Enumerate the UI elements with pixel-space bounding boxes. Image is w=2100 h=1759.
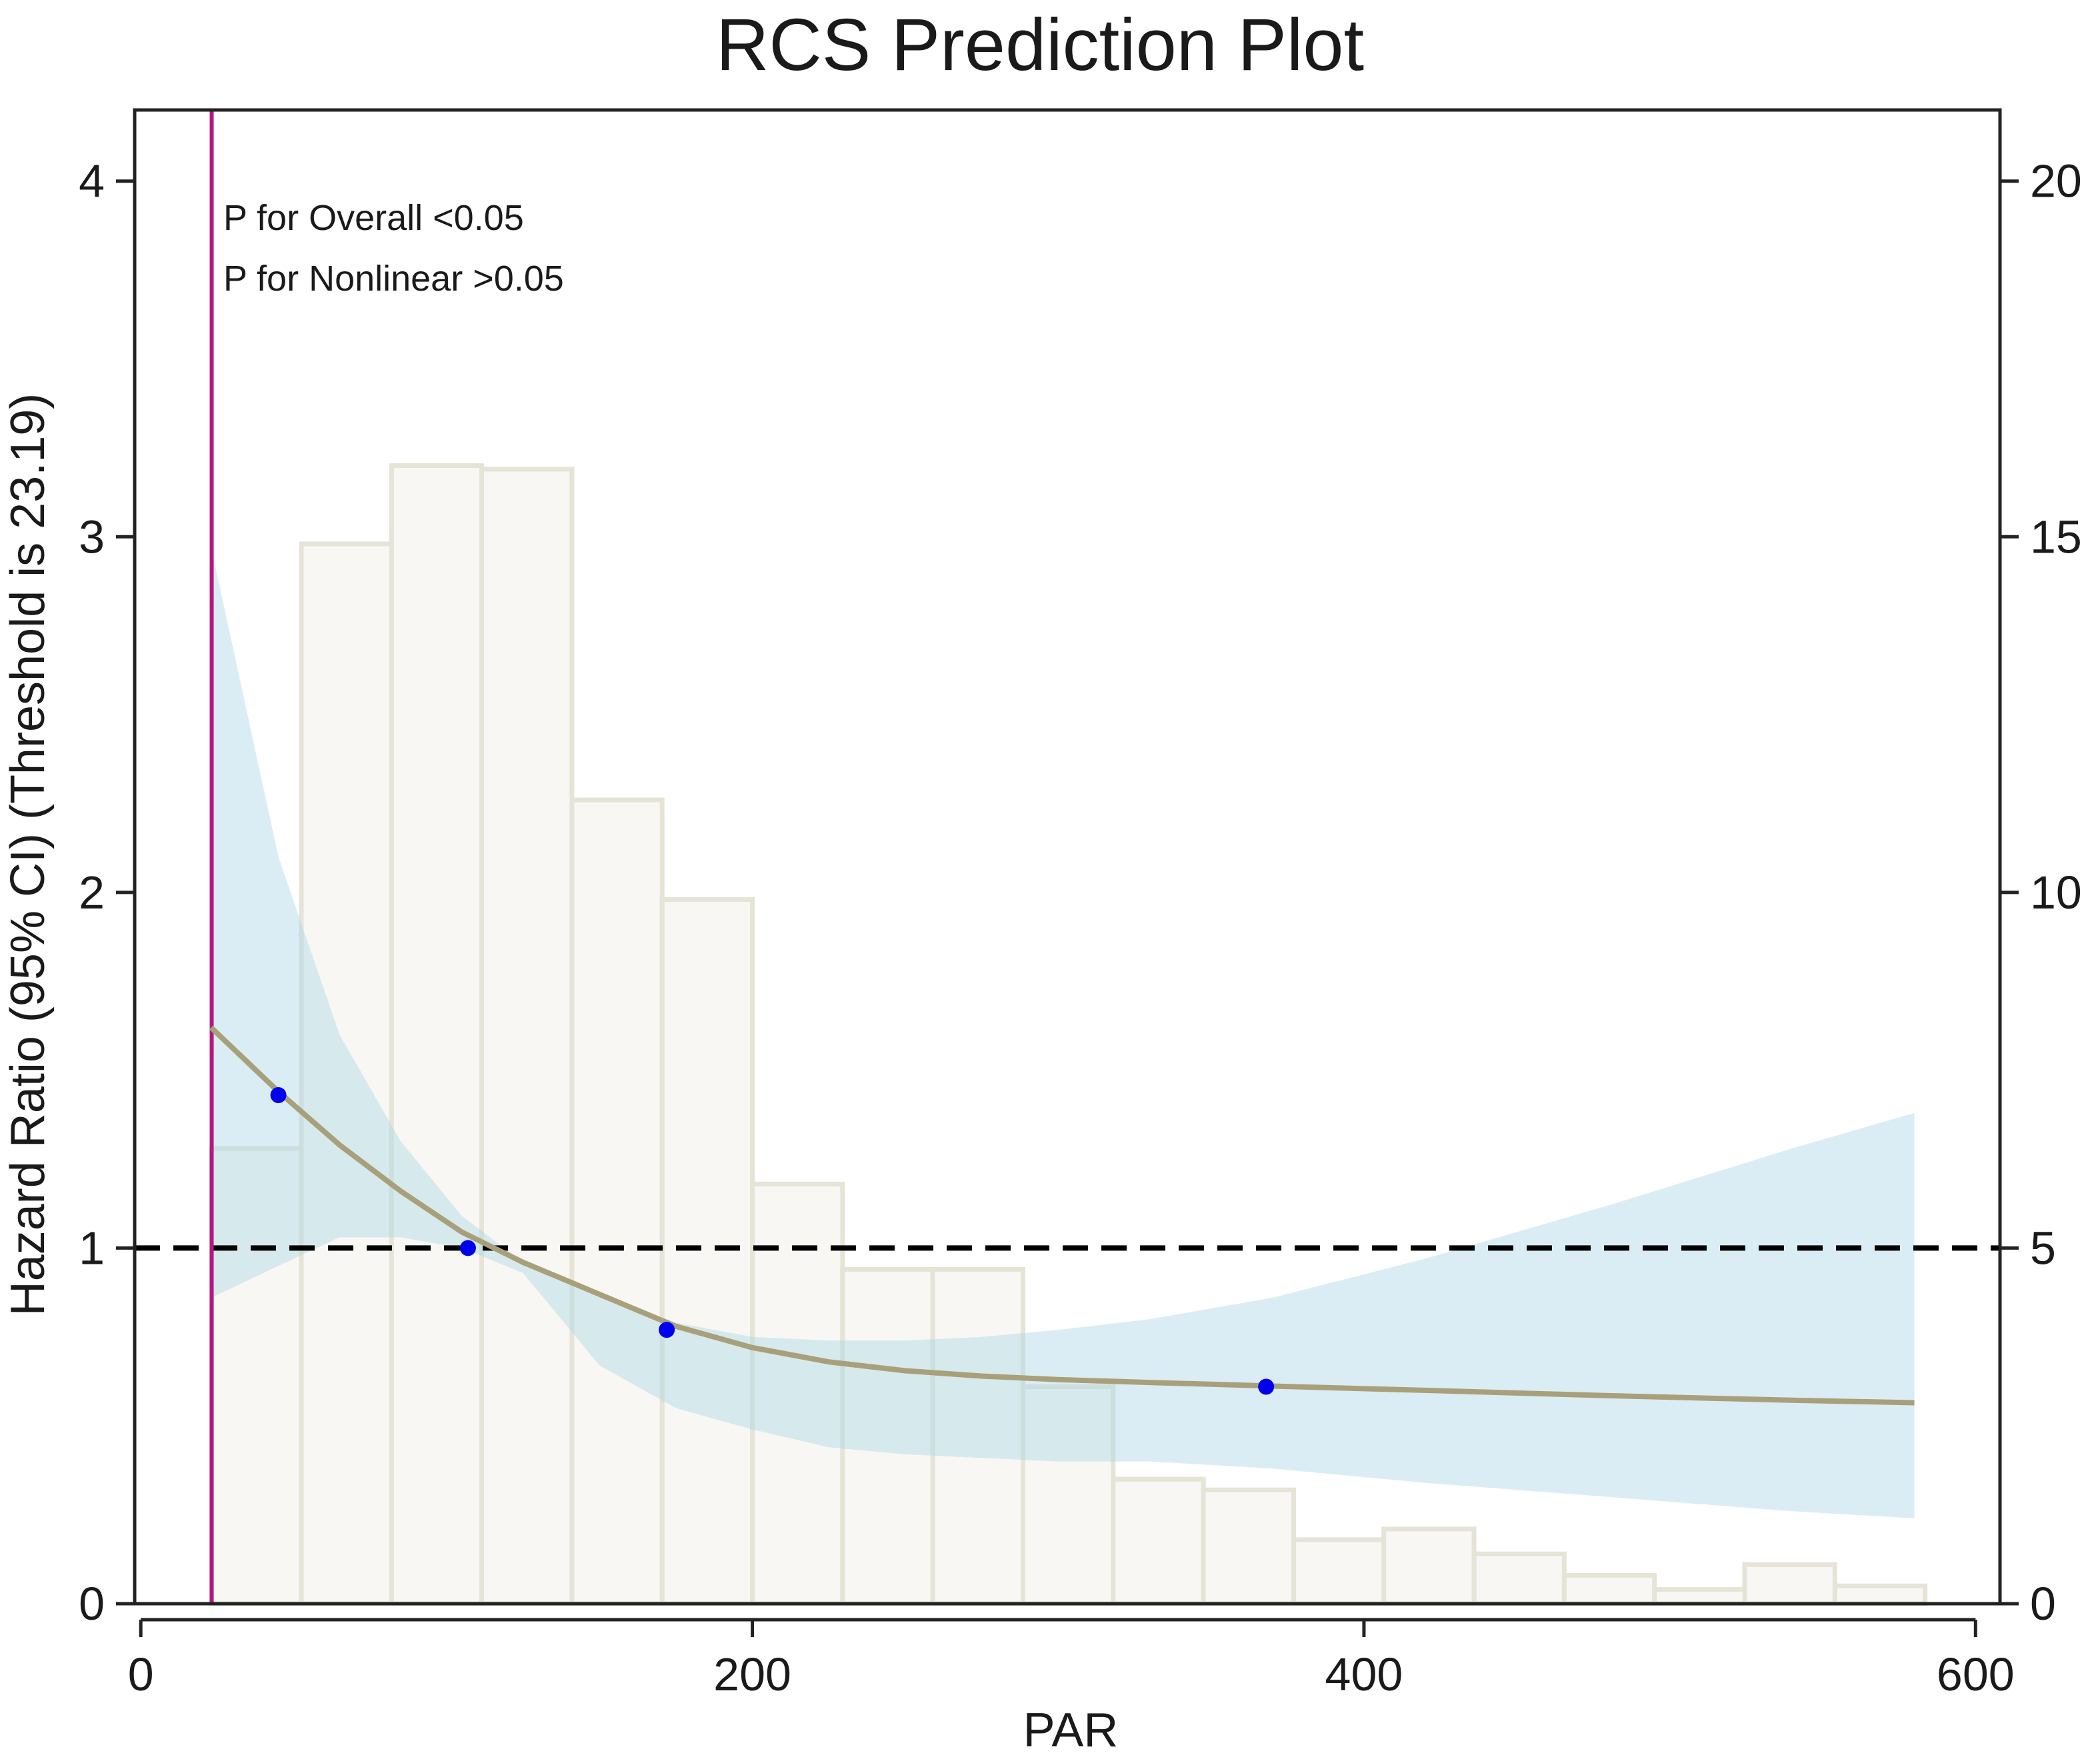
histogram-bar xyxy=(1381,1526,1477,1606)
histogram-bar xyxy=(1832,1583,1928,1606)
plot-frame xyxy=(133,108,2002,1606)
histogram-bar xyxy=(1471,1551,1567,1606)
y2-tick-label: 10 xyxy=(2030,867,2082,918)
histogram-bar xyxy=(840,1266,935,1606)
histogram-bar xyxy=(1742,1562,1837,1606)
y-axis-label: Hazard Ratio (95% CI) (Threshold is 23.1… xyxy=(1,393,55,1316)
x-axis-label: PAR xyxy=(1023,1704,1119,1757)
confidence-band xyxy=(211,547,1915,1518)
histogram-bar xyxy=(569,797,665,1606)
y2-tick-label: 15 xyxy=(2030,511,2082,563)
y-tick-label: 1 xyxy=(79,1222,105,1274)
chart-title: RCS Prediction Plot xyxy=(716,4,1364,86)
y2-tick-label: 0 xyxy=(2030,1578,2056,1630)
histogram-bar xyxy=(479,467,575,1606)
y2-tick-label: 20 xyxy=(2030,155,2082,207)
y-tick-label: 0 xyxy=(79,1578,105,1630)
y-tick-label: 2 xyxy=(79,867,105,918)
knot-point xyxy=(1258,1378,1275,1395)
histogram-bar xyxy=(659,897,755,1606)
y-tick-label: 3 xyxy=(79,511,105,563)
x-tick-label: 600 xyxy=(1937,1648,2015,1700)
histogram-bar xyxy=(1561,1572,1657,1606)
histogram-bar xyxy=(1291,1537,1387,1606)
histogram-bar xyxy=(1652,1587,1747,1606)
histogram-bar xyxy=(299,541,394,1606)
knot-point xyxy=(459,1240,476,1256)
knot-point xyxy=(270,1086,287,1103)
y-axis-left: 0 1 2 3 4 xyxy=(79,155,135,1630)
x-tick-label: 400 xyxy=(1325,1648,1403,1700)
histogram-bar xyxy=(1201,1487,1296,1606)
histogram-bar xyxy=(1020,1384,1116,1606)
knots xyxy=(270,1086,1275,1395)
histogram-bar xyxy=(389,463,485,1606)
knot-point xyxy=(659,1322,675,1338)
p-overall-annotation: P for Overall <0.05 xyxy=(223,198,524,238)
y-tick-label: 4 xyxy=(79,155,105,207)
y2-tick-label: 5 xyxy=(2030,1222,2056,1274)
y-axis-right: 0 5 10 15 20 xyxy=(2000,155,2082,1630)
x-axis: 0 200 400 600 xyxy=(128,1618,2015,1700)
hazard-ratio-curve xyxy=(209,1025,1915,1406)
histogram-bar xyxy=(1111,1476,1206,1606)
p-nonlinear-annotation: P for Nonlinear >0.05 xyxy=(223,259,564,299)
histogram xyxy=(209,463,1928,1606)
x-tick-label: 0 xyxy=(128,1648,154,1700)
x-tick-label: 200 xyxy=(713,1648,791,1700)
